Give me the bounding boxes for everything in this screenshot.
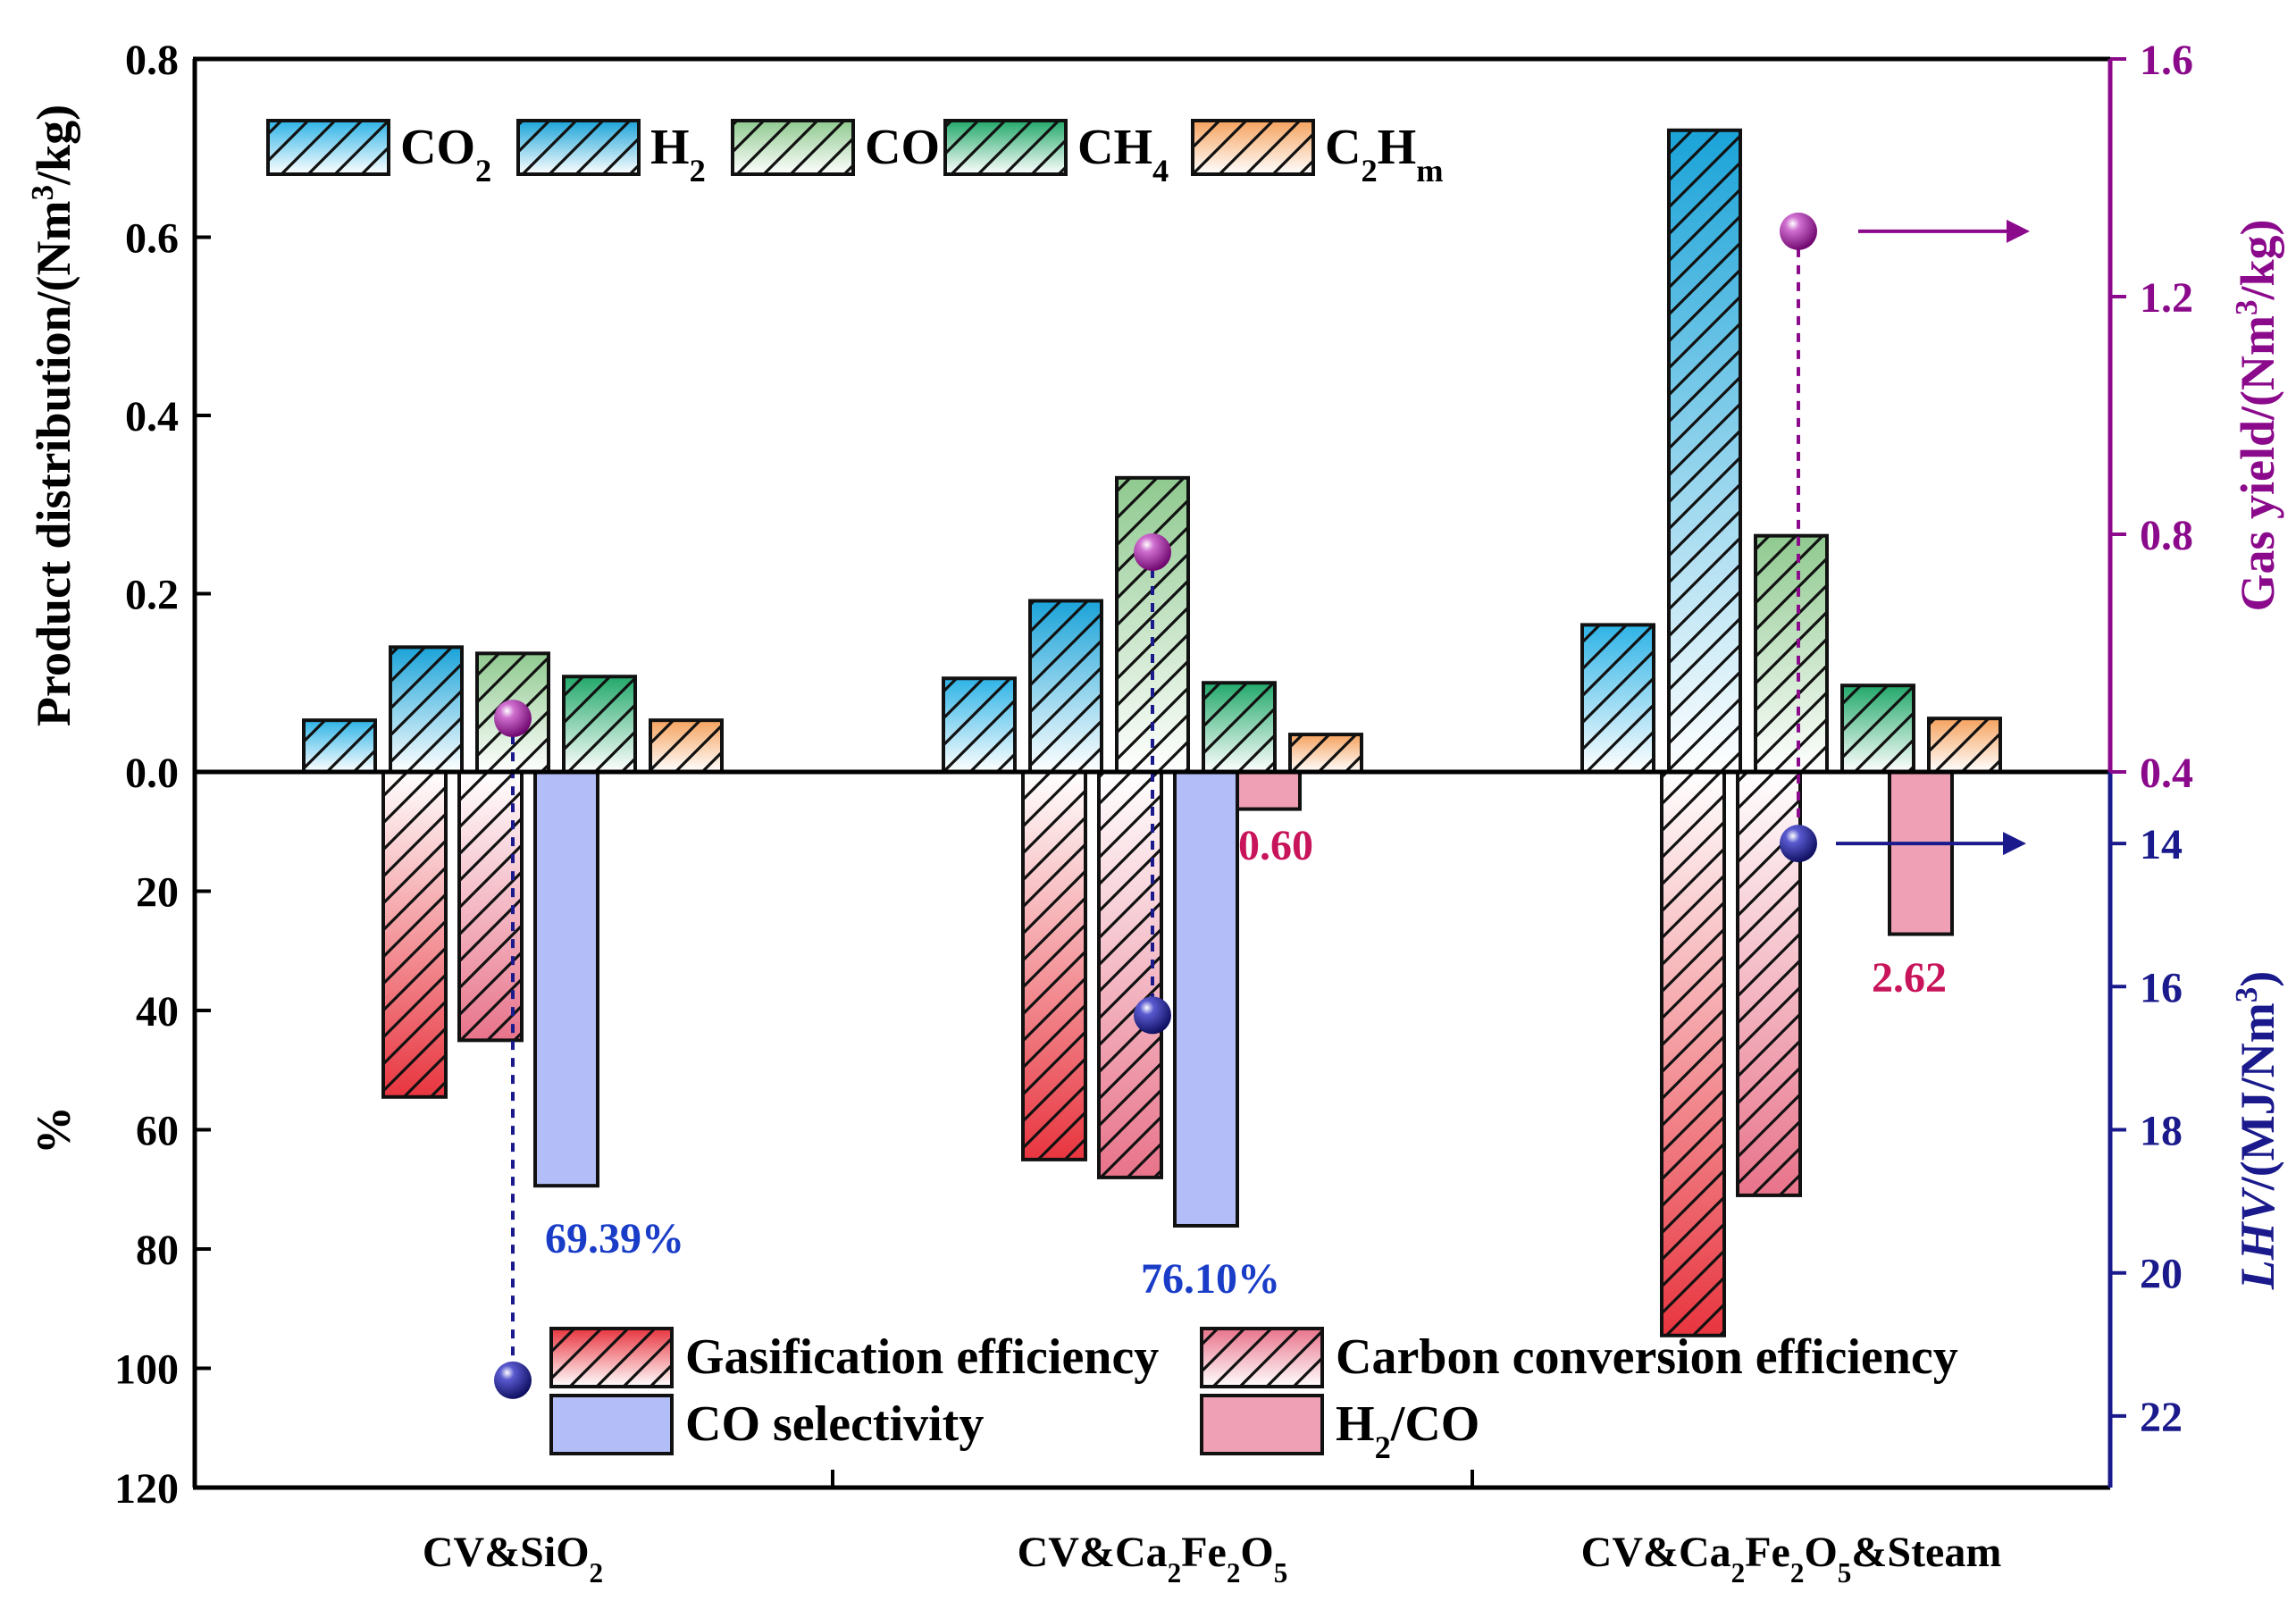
bar-c2hm-1 <box>1288 733 1363 774</box>
bar-c2hm-0 <box>649 718 724 775</box>
legend-swatch-ch4 <box>943 119 1068 176</box>
gas-yield-tick-1: 0.8 <box>2140 512 2193 559</box>
gas-yield-axis-title: Gas yield/(Nm3/kg) <box>2229 219 2285 611</box>
lhv-tick-3: 20 <box>2140 1251 2183 1298</box>
legend-label-h2: H2 <box>650 120 706 189</box>
left-bottom-tick-4: 100 <box>114 1346 179 1394</box>
bar-co-2 <box>1754 533 1829 774</box>
bar-co-selectivity-1 <box>1173 770 1239 1228</box>
lhv-axis-title: LHV/(MJ/Nm3) <box>2229 971 2285 1290</box>
left-bottom-tick-3: 80 <box>136 1227 179 1274</box>
bar-carbon-conversion-efficiency-1 <box>1097 770 1163 1179</box>
left-top-tick-0: 0.0 <box>125 750 179 797</box>
gas-yield-arrow <box>1858 219 2030 243</box>
bar-co-0 <box>475 651 550 775</box>
gas-yield-tick-2: 1.2 <box>2140 274 2193 322</box>
left-bottom-tick-1: 40 <box>136 988 179 1035</box>
bar-ch4-1 <box>1202 681 1277 774</box>
bar-co2-2 <box>1580 623 1655 774</box>
annotation-1: 76.10% <box>1141 1255 1280 1303</box>
legend-swatch-co <box>731 119 855 176</box>
left-top-tick-4: 0.8 <box>125 37 179 84</box>
annotation-0: 69.39% <box>545 1215 684 1262</box>
category-label-2: CV&Ca2Fe2O5&Steam <box>1581 1529 2002 1589</box>
legend-label-carbon-conversion-efficiency: Carbon conversion efficiency <box>1336 1329 1958 1385</box>
bar-ch4-0 <box>562 675 637 775</box>
legend-swatch-carbon-conversion-efficiency <box>1200 1327 1324 1388</box>
bar-h2-co-2 <box>1888 770 1954 936</box>
bar-gasification-efficiency-2 <box>1660 770 1726 1337</box>
bar-co-selectivity-0 <box>533 770 599 1188</box>
category-label-0: CV&SiO2 <box>423 1529 603 1589</box>
legend-label-ch4: CH4 <box>1077 120 1169 189</box>
gas-yield-point-0 <box>494 700 532 738</box>
bar-gasification-efficiency-1 <box>1021 770 1087 1161</box>
lhv-tick-2: 18 <box>2140 1108 2183 1155</box>
legend-label-gasification-efficiency: Gasification efficiency <box>685 1329 1159 1385</box>
gas-yield-tick-0: 0.4 <box>2140 750 2193 797</box>
bar-co2-1 <box>942 676 1017 775</box>
lhv-point-2 <box>1780 825 1817 863</box>
lhv-tick-4: 22 <box>2140 1394 2183 1441</box>
annotation-3: 2.62 <box>1872 954 1947 1002</box>
bar-h2-co-1 <box>1236 770 1302 811</box>
product-distribution-axis-title: Product distribution/(Nm3/kg) <box>25 105 81 726</box>
lhv-arrow <box>1836 832 2026 856</box>
category-label-1: CV&Ca2Fe2O5 <box>1018 1529 1288 1589</box>
bar-gasification-efficiency-0 <box>381 770 448 1099</box>
legend-label-c2hm: C2Hm <box>1325 120 1444 189</box>
percent-axis-title: % <box>27 1106 80 1154</box>
legend-swatch-co2 <box>266 119 390 176</box>
lhv-tick-1: 16 <box>2140 964 2183 1011</box>
left-top-tick-3: 0.6 <box>125 215 179 263</box>
legend-label-h2-co: H2/CO <box>1336 1396 1479 1465</box>
left-bottom-tick-0: 20 <box>136 869 179 917</box>
bar-h2-0 <box>389 645 464 774</box>
gas-yield-point-1 <box>1134 532 1171 571</box>
legend-label-co-selectivity: CO selectivity <box>685 1396 984 1452</box>
legend-label-co: CO <box>865 120 940 175</box>
lhv-point-1 <box>1134 996 1171 1035</box>
left-bottom-tick-5: 120 <box>114 1465 179 1513</box>
legend-swatch-h2 <box>516 119 641 176</box>
left-bottom-tick-2: 60 <box>136 1108 179 1155</box>
bar-ch4-2 <box>1840 683 1915 774</box>
gas-yield-point-2 <box>1780 212 1817 250</box>
legend-swatch-c2hm <box>1191 119 1315 176</box>
gas-yield-tick-3: 1.6 <box>2140 37 2193 84</box>
left-top-tick-1: 0.2 <box>125 572 179 619</box>
legend-swatch-h2-co <box>1200 1394 1324 1455</box>
legend-swatch-gasification-efficiency <box>549 1327 674 1388</box>
legend-label-co2: CO2 <box>400 120 491 189</box>
legend-swatch-co-selectivity <box>549 1394 674 1455</box>
annotation-2: 0.60 <box>1238 822 1313 869</box>
bar-co2-0 <box>302 718 377 775</box>
lhv-point-0 <box>494 1361 532 1399</box>
lhv-tick-0: 14 <box>2140 821 2183 868</box>
bar-c2hm-2 <box>1927 717 2002 775</box>
bar-h2-2 <box>1667 128 1742 775</box>
left-top-tick-2: 0.4 <box>125 393 179 440</box>
bar-h2-1 <box>1028 599 1103 774</box>
